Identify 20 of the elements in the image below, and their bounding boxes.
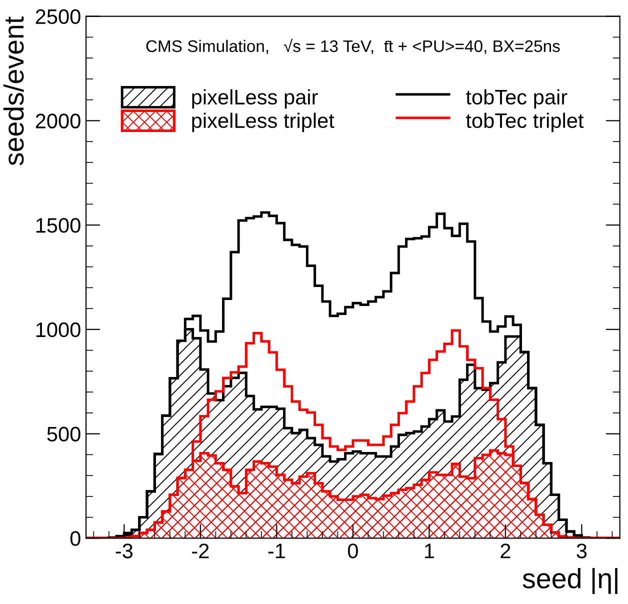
legend-label: pixelLess triplet	[192, 112, 334, 132]
legend-label: pixelLess pair	[192, 89, 318, 109]
x-tick-label: 2	[500, 544, 510, 558]
x-tick-label: -3	[116, 544, 133, 558]
x-tick-label: -2	[192, 544, 209, 558]
y-axis-title: seeds/event	[3, 16, 24, 166]
y-tick-label: 2000	[36, 114, 80, 128]
x-axis-title: seed |η|	[522, 568, 618, 594]
y-tick-label: 1000	[36, 322, 80, 338]
y-tick-label: 500	[47, 426, 80, 442]
x-tick-label: 1	[424, 544, 434, 558]
y-tick-label: 1500	[36, 218, 80, 233]
x-tick-label: -1	[268, 544, 285, 558]
x-tick-label: 3	[576, 544, 587, 558]
legend-label: tobTec pair	[466, 89, 568, 109]
x-tick-label: 0	[348, 544, 358, 558]
y-tick-label: 2500	[36, 9, 80, 24]
legend-label: tobTec triplet	[466, 112, 584, 132]
y-tick-label: 0	[70, 531, 80, 546]
annotation: CMS Simulation, √s = 13 TeV, t̄t + <PU>=40, BX=25ns	[146, 38, 560, 54]
